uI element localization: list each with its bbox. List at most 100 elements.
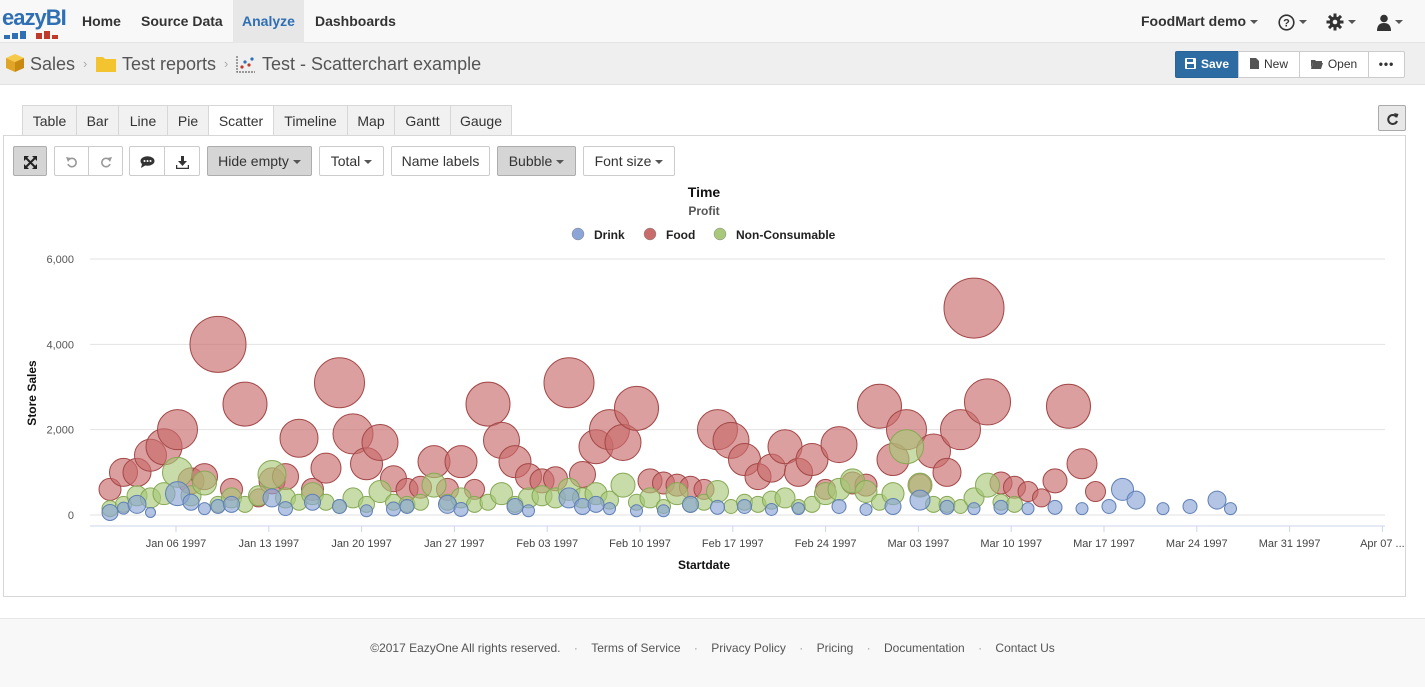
x-axis-label: Startdate bbox=[678, 558, 730, 572]
footer-link-terms[interactable]: Terms of Service bbox=[591, 641, 681, 655]
eazybi-logo[interactable]: eazyBI bbox=[2, 5, 67, 39]
account-menu[interactable]: FoodMart demo bbox=[1141, 0, 1258, 43]
footer-link-privacy[interactable]: Privacy Policy bbox=[711, 641, 786, 655]
tab-gauge[interactable]: Gauge bbox=[450, 105, 512, 136]
total-dropdown[interactable]: Total bbox=[319, 146, 384, 176]
undo-button[interactable] bbox=[54, 146, 89, 176]
bubble-drink bbox=[1075, 502, 1089, 516]
new-label: New bbox=[1263, 57, 1288, 71]
copyright: ©2017 EazyOne All rights reserved. bbox=[370, 641, 561, 655]
bubble-drink bbox=[558, 487, 580, 509]
bubble-food bbox=[543, 357, 595, 409]
breadcrumb-separator: › bbox=[224, 56, 229, 71]
font-size-dropdown[interactable]: Font size bbox=[583, 146, 675, 176]
legend-label: Drink bbox=[594, 228, 625, 242]
footer-link-pricing[interactable]: Pricing bbox=[816, 641, 854, 655]
x-tick-label: Mar 03 1997 bbox=[888, 538, 950, 550]
floppy-icon bbox=[1184, 58, 1196, 69]
bubble-food bbox=[614, 385, 659, 431]
bubble-food bbox=[361, 423, 399, 461]
tab-timeline[interactable]: Timeline bbox=[273, 105, 348, 136]
tab-pie[interactable]: Pie bbox=[167, 105, 209, 136]
new-button[interactable]: New bbox=[1238, 51, 1300, 78]
breadcrumb-folder[interactable]: Test reports bbox=[122, 54, 217, 74]
nav-analyze[interactable]: Analyze bbox=[233, 0, 304, 43]
nav-dashboards[interactable]: Dashboards bbox=[315, 13, 396, 29]
tab-bar[interactable]: Bar bbox=[76, 105, 119, 136]
bubble-non-consumable bbox=[368, 480, 392, 504]
footer-link-contact[interactable]: Contact Us bbox=[995, 641, 1055, 655]
total-label: Total bbox=[330, 153, 361, 169]
bubble-drink bbox=[939, 499, 955, 515]
comment-button[interactable] bbox=[129, 146, 165, 176]
bubble-food bbox=[157, 409, 198, 451]
bubble-drink bbox=[453, 501, 469, 517]
svg-text:?: ? bbox=[1283, 17, 1290, 29]
footer-link-documentation[interactable]: Documentation bbox=[884, 641, 965, 655]
bubble-food bbox=[279, 418, 319, 458]
save-label: Save bbox=[1200, 57, 1230, 71]
bubble-drink bbox=[765, 502, 778, 516]
user-menu[interactable] bbox=[1377, 0, 1403, 43]
export-button[interactable] bbox=[164, 146, 200, 176]
breadcrumb: Sales › Test reports › Test - Scattercha… bbox=[0, 43, 1425, 85]
bubble-non-consumable bbox=[854, 480, 878, 504]
tab-gantt[interactable]: Gantt bbox=[394, 105, 451, 136]
open-button[interactable]: Open bbox=[1299, 51, 1369, 78]
bubble-drink bbox=[831, 498, 847, 514]
bubble-drink bbox=[304, 493, 321, 511]
bubble-non-consumable bbox=[192, 470, 217, 496]
breadcrumb-cube[interactable]: Sales bbox=[30, 54, 76, 74]
account-name: FoodMart demo bbox=[1141, 13, 1246, 29]
refresh-icon bbox=[1386, 112, 1398, 125]
nav-home[interactable]: Home bbox=[82, 13, 121, 29]
name-labels-button[interactable]: Name labels bbox=[391, 146, 490, 176]
settings-menu[interactable] bbox=[1326, 0, 1356, 43]
bubble-label: Bubble bbox=[508, 153, 553, 169]
undo-icon bbox=[65, 157, 77, 168]
tab-map[interactable]: Map bbox=[347, 105, 395, 136]
x-tick-label: Mar 31 1997 bbox=[1259, 538, 1321, 550]
open-label: Open bbox=[1327, 57, 1358, 71]
nav-source-data[interactable]: Source Data bbox=[141, 13, 223, 29]
scatter-chart: Time Profit Drink Food Non-Consumable 0 2,000 4… bbox=[0, 178, 1425, 588]
y-tick-label: 6,000 bbox=[46, 254, 74, 266]
bubble-drink bbox=[682, 495, 699, 513]
hide-empty-label: Hide empty bbox=[218, 153, 289, 169]
x-tick-label: Feb 10 1997 bbox=[609, 538, 671, 550]
folder-open-icon bbox=[1310, 60, 1323, 69]
x-tick-label: Feb 24 1997 bbox=[795, 538, 857, 550]
more-actions-button[interactable]: ••• bbox=[1368, 51, 1405, 78]
bubble-dropdown[interactable]: Bubble bbox=[497, 146, 576, 176]
top-navbar: eazyBI Home Source Data Analyze Dashboar… bbox=[0, 0, 1425, 43]
logo-text: eazyBI bbox=[2, 5, 67, 30]
hide-empty-dropdown[interactable]: Hide empty bbox=[207, 146, 312, 176]
tab-scatter[interactable]: Scatter bbox=[208, 105, 274, 136]
help-menu[interactable]: ? bbox=[1278, 0, 1307, 43]
bubble-drink bbox=[399, 498, 415, 514]
bubble-drink bbox=[182, 493, 200, 511]
bubble-drink bbox=[792, 502, 805, 516]
chevron-down-icon bbox=[556, 160, 565, 165]
bubble-drink bbox=[101, 503, 119, 521]
x-tick-label: Jan 27 1997 bbox=[424, 538, 485, 550]
bubble-drink bbox=[884, 497, 902, 515]
bubble-drink bbox=[1156, 502, 1170, 516]
save-button[interactable]: Save bbox=[1175, 51, 1239, 78]
fullscreen-button[interactable] bbox=[13, 146, 47, 176]
x-tick-label: Mar 17 1997 bbox=[1073, 538, 1135, 550]
cube-icon bbox=[6, 54, 24, 72]
folder-icon bbox=[96, 57, 116, 72]
legend-label: Food bbox=[666, 228, 695, 242]
x-tick-label: Apr 07 ... bbox=[1360, 538, 1405, 550]
x-tick-label: Jan 06 1997 bbox=[146, 538, 207, 550]
tab-table[interactable]: Table bbox=[22, 105, 77, 136]
tab-line[interactable]: Line bbox=[118, 105, 168, 136]
chevron-down-icon bbox=[655, 160, 664, 165]
bubble-drink bbox=[909, 489, 931, 511]
redo-button[interactable] bbox=[88, 146, 123, 176]
refresh-button[interactable] bbox=[1378, 105, 1406, 131]
chart-subtitle: Profit bbox=[688, 204, 719, 218]
bubble-food bbox=[820, 426, 858, 464]
x-tick-label: Feb 17 1997 bbox=[702, 538, 764, 550]
